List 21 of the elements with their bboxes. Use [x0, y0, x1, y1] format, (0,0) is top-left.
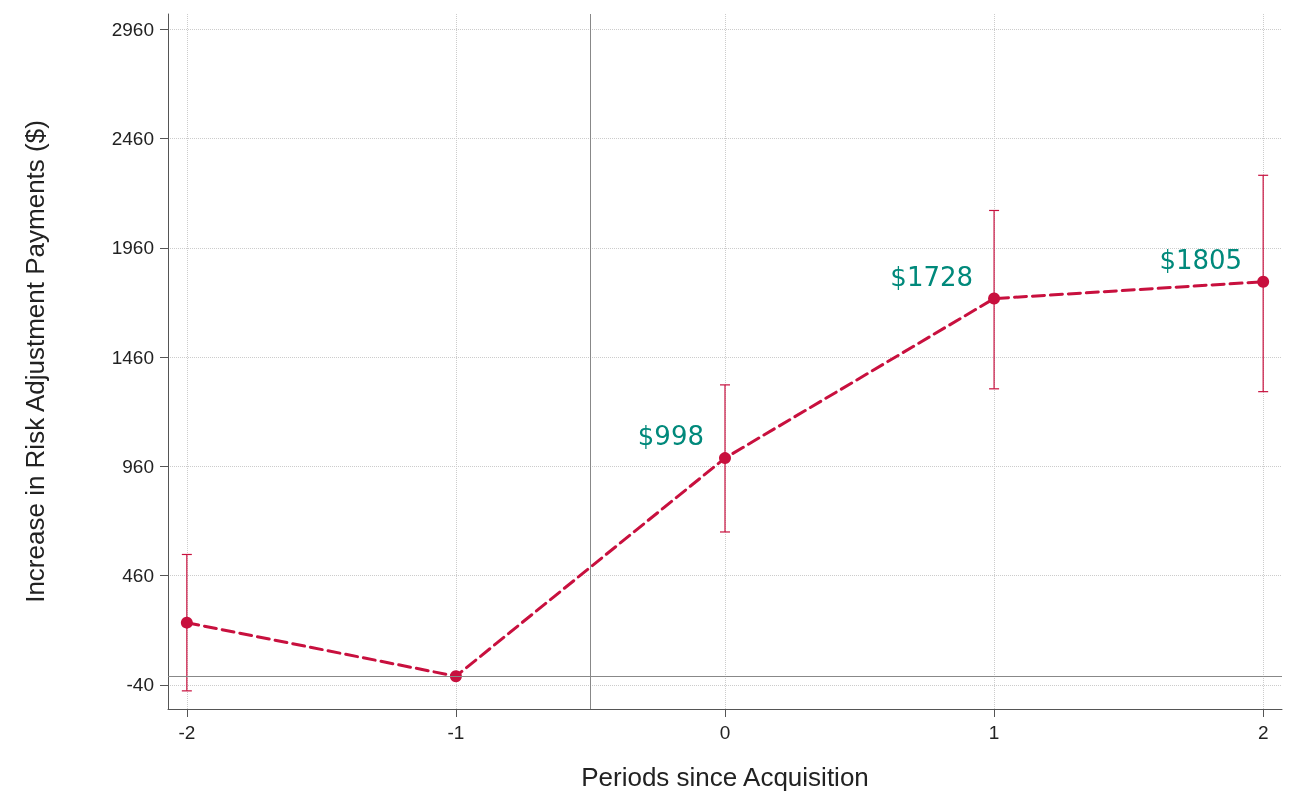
- y-tick-label: 1960: [111, 237, 154, 259]
- x-axis-title: Periods since Acquisition: [581, 762, 869, 792]
- y-axis-title: Increase in Risk Adjustment Payments ($): [20, 120, 50, 603]
- x-tick-label: 2: [1257, 722, 1269, 743]
- point: [1257, 275, 1270, 288]
- y-tick-label: 1460: [111, 346, 154, 368]
- x-tick-label: -2: [178, 722, 196, 743]
- point: [180, 616, 193, 629]
- x-tick-label: 1: [988, 722, 1000, 743]
- y-tick-label: 2960: [111, 18, 154, 40]
- data-label: $998: [637, 421, 704, 452]
- data-label: $1805: [1159, 244, 1243, 275]
- y-tick-label: 2460: [111, 128, 154, 150]
- y-tick-label: -40: [126, 674, 154, 696]
- y-tick-label: 460: [122, 565, 154, 587]
- data-label: $1728: [890, 261, 974, 292]
- x-tick-label: 0: [719, 722, 731, 743]
- y-tick-label: 960: [122, 455, 154, 477]
- point: [719, 452, 731, 465]
- point: [988, 292, 1001, 305]
- x-tick-label: -1: [447, 722, 465, 743]
